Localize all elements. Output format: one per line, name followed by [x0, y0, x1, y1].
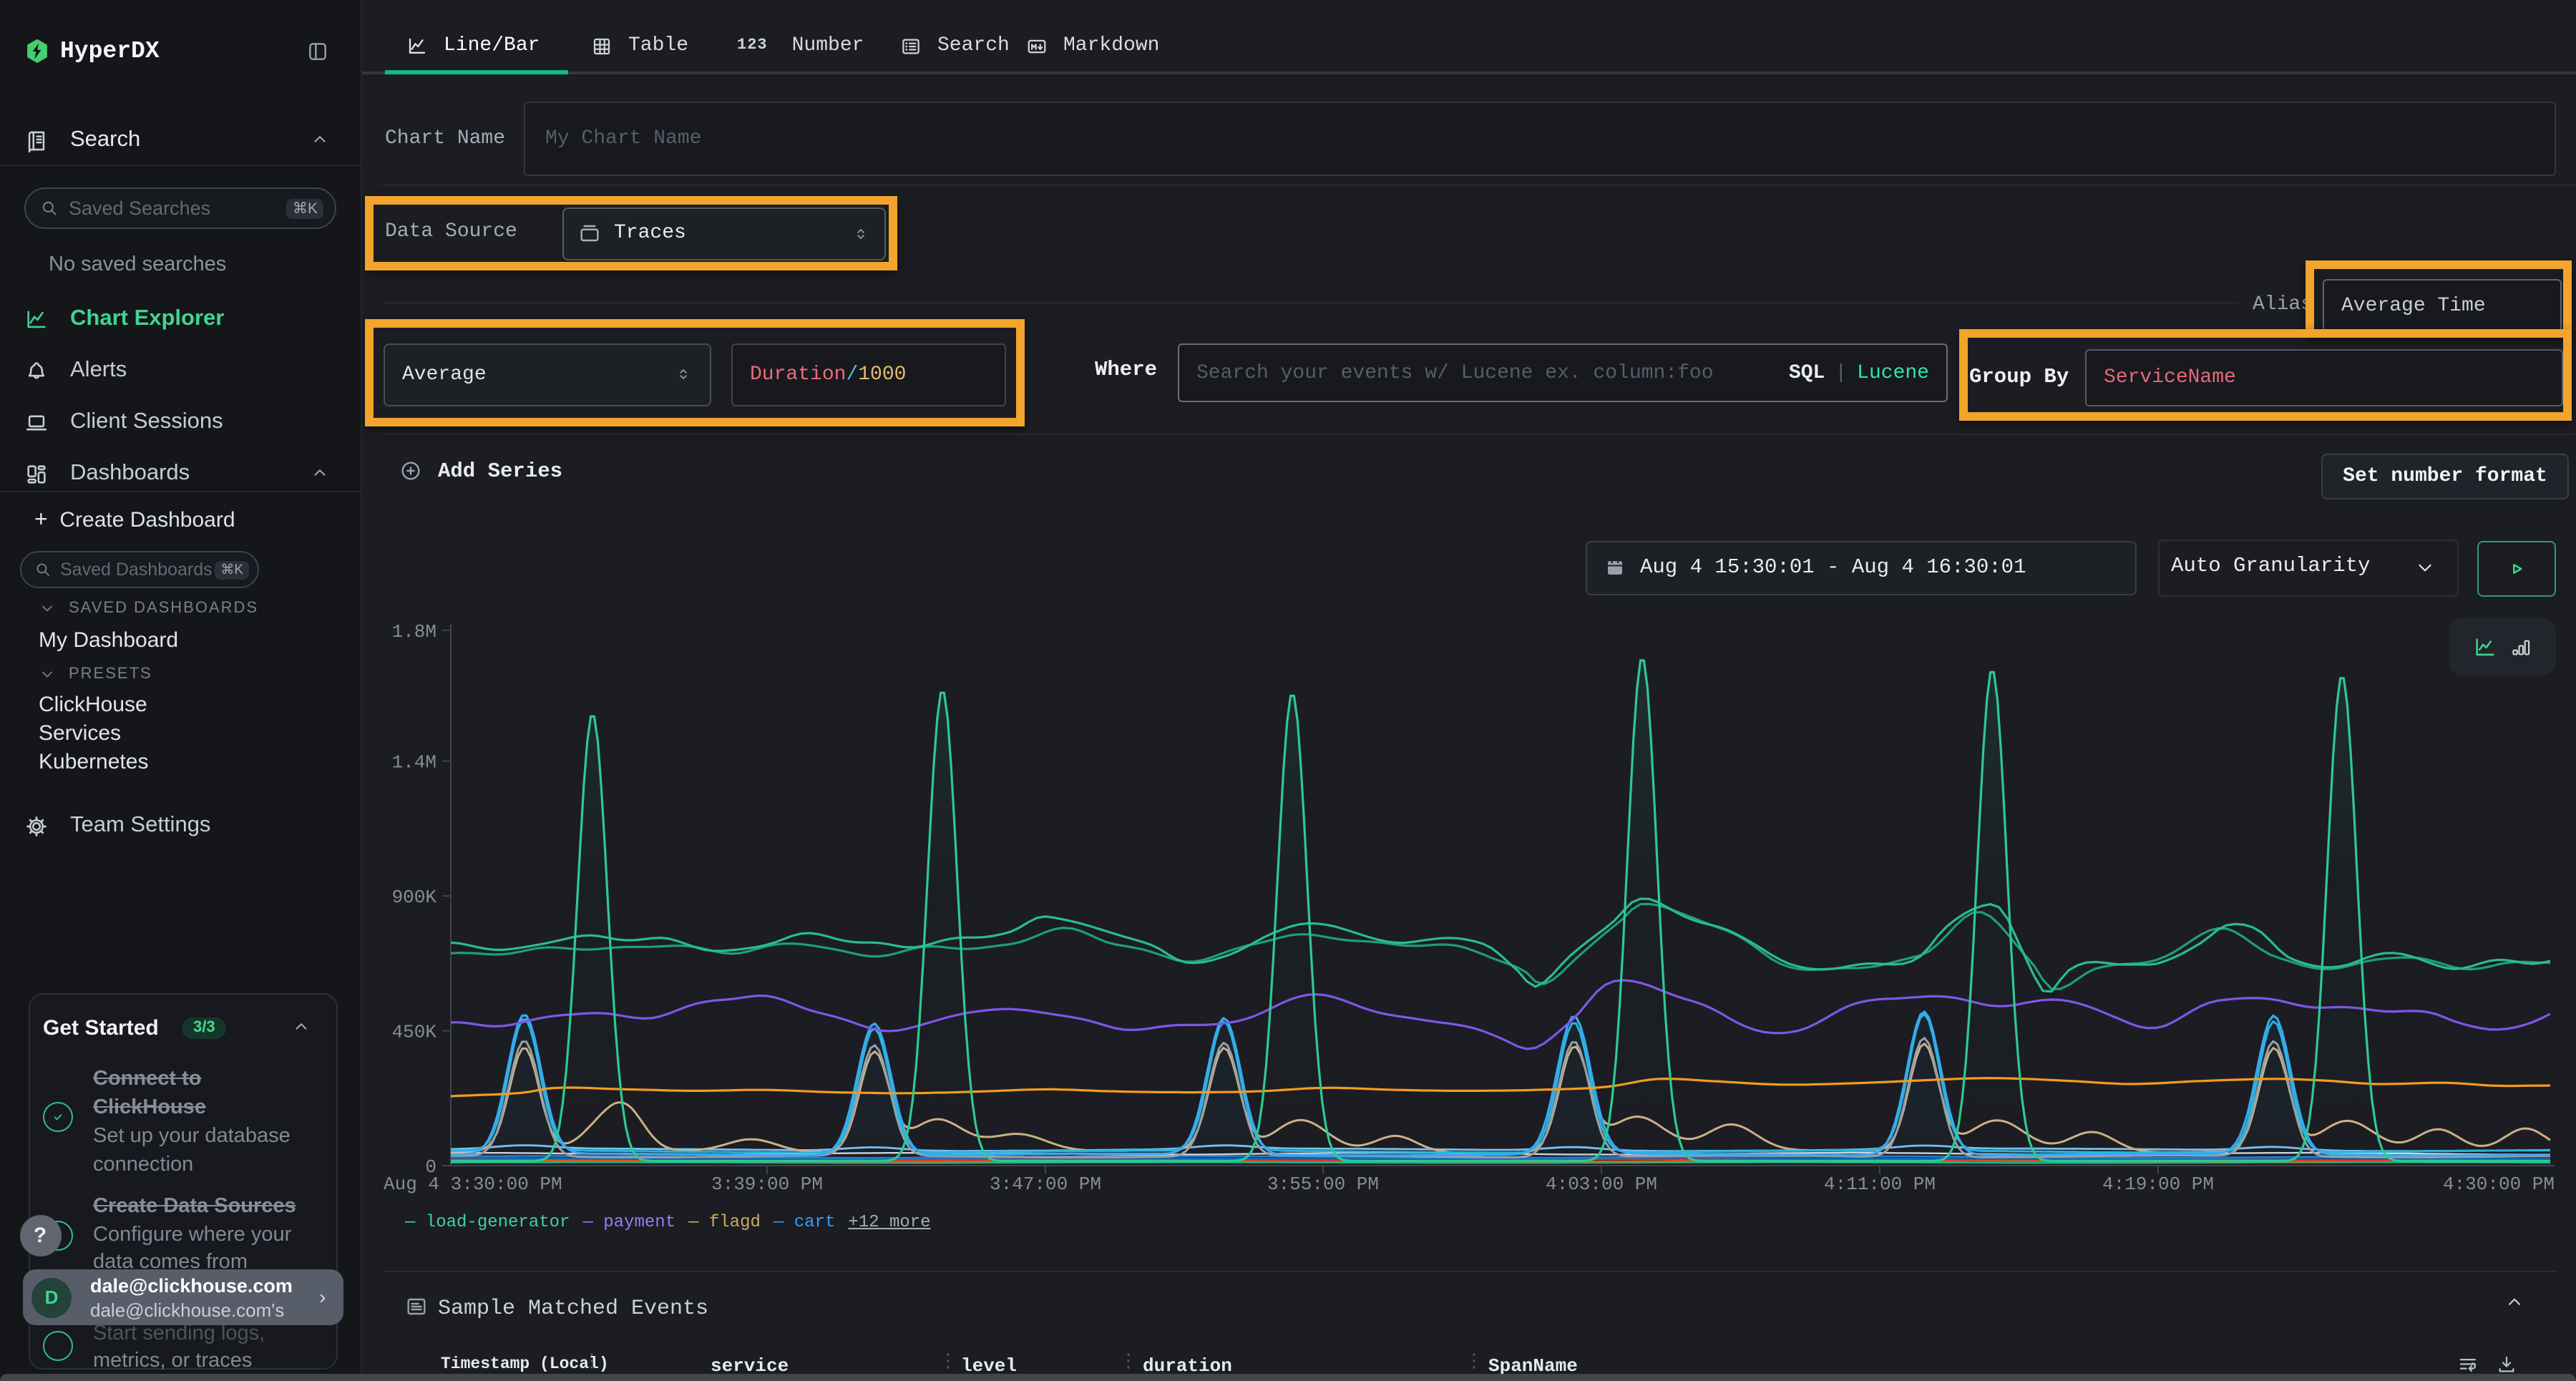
svg-text:4:11:00 PM: 4:11:00 PM — [1824, 1173, 1936, 1195]
svg-text:Aug 4 3:30:00 PM: Aug 4 3:30:00 PM — [384, 1173, 562, 1195]
svg-text:1.4M: 1.4M — [392, 752, 436, 774]
svg-text:450K: 450K — [392, 1022, 437, 1043]
svg-text:3:39:00 PM: 3:39:00 PM — [711, 1173, 823, 1195]
svg-text:900K: 900K — [392, 887, 437, 908]
svg-text:4:19:00 PM: 4:19:00 PM — [2102, 1173, 2214, 1195]
svg-text:1.8M: 1.8M — [392, 621, 436, 643]
svg-text:3:47:00 PM: 3:47:00 PM — [990, 1173, 1101, 1195]
svg-text:4:03:00 PM: 4:03:00 PM — [1546, 1173, 1657, 1195]
svg-text:4:30:00 PM: 4:30:00 PM — [2443, 1173, 2555, 1195]
svg-text:0: 0 — [425, 1156, 436, 1178]
svg-text:3:55:00 PM: 3:55:00 PM — [1267, 1173, 1379, 1195]
